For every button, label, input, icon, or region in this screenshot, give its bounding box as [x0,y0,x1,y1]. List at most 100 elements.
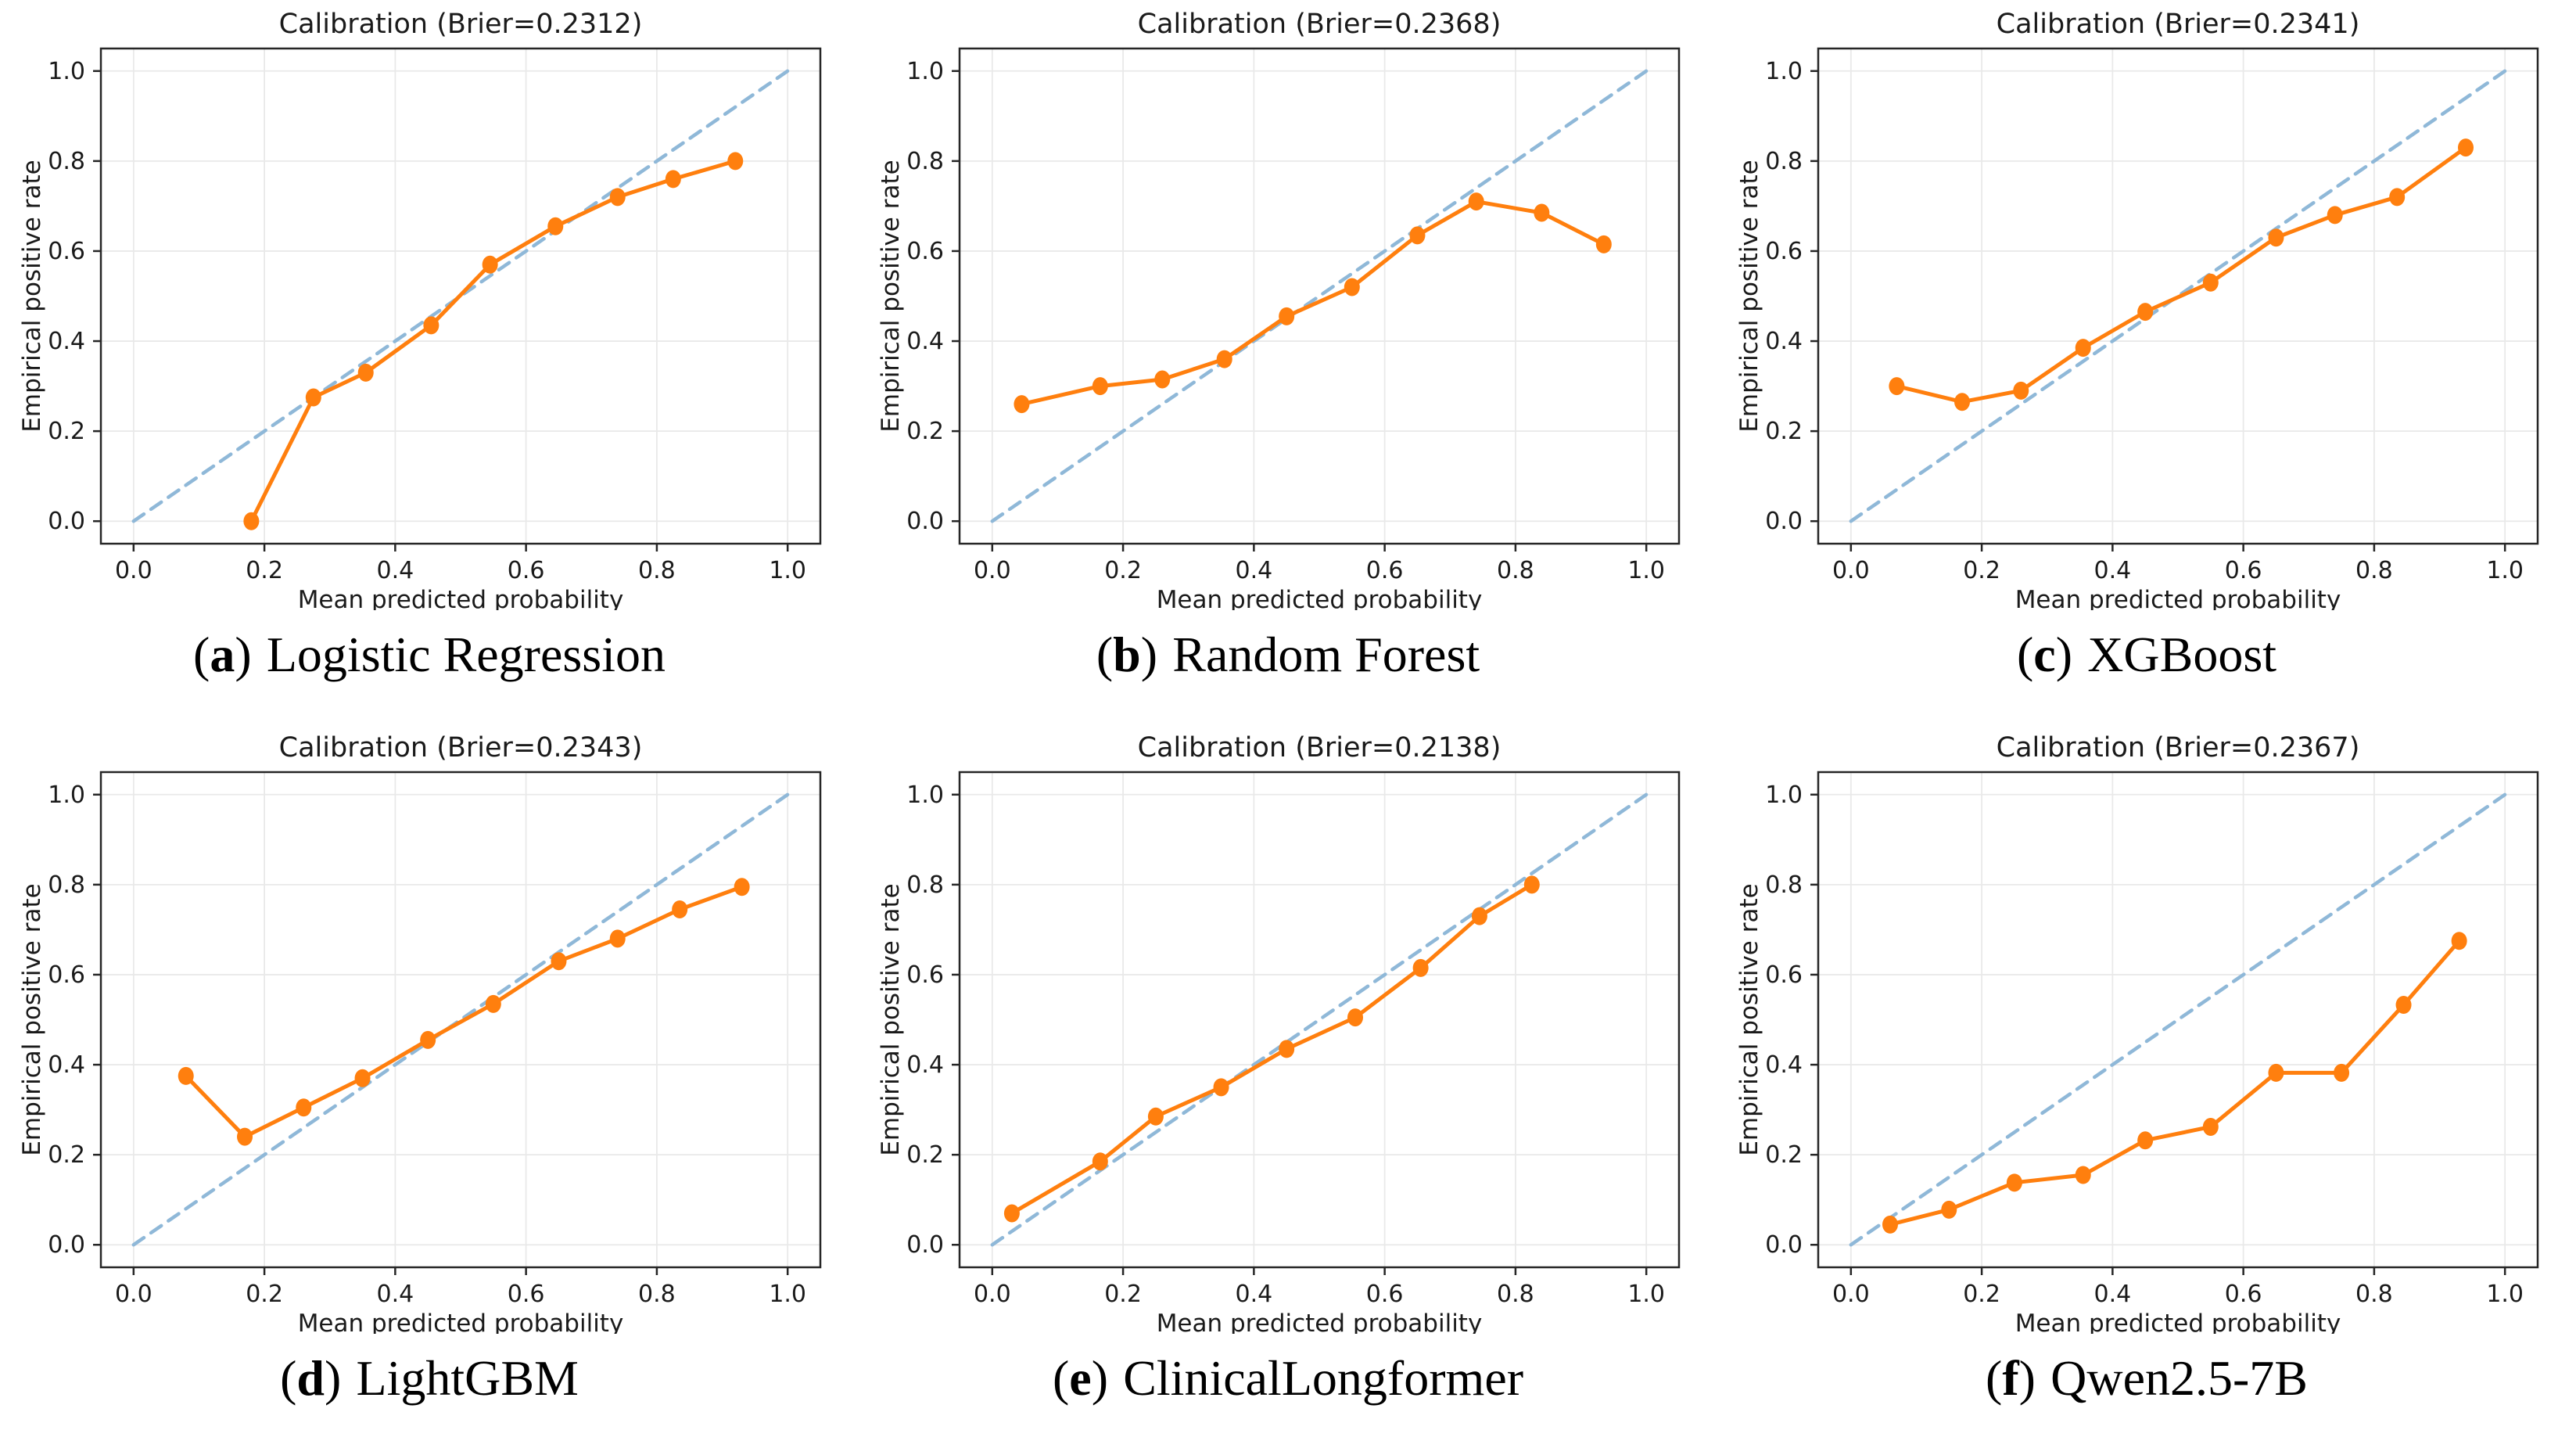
y-tick-label: 0.6 [906,238,944,265]
data-point [1534,203,1550,222]
calibration-curve [243,152,744,530]
axes-spines [99,47,822,545]
model-line [1894,146,2468,404]
x-tick-label: 0.6 [508,1281,545,1308]
x-tick-label: 0.0 [974,557,1011,584]
x-tick-label: 0.4 [1236,557,1273,584]
data-point [609,188,626,207]
data-point [2202,1117,2219,1136]
caption-model-name: XGBoost [2087,627,2277,682]
ideal-line [1849,792,2507,1247]
y-tick-label: 1.0 [1765,781,1803,809]
y-tick-label: 0.0 [1765,508,1803,535]
subfigure-caption-a: (a) Logistic Regression [0,610,859,682]
data-point [1523,875,1540,894]
caption-paren-close: ) [235,627,252,682]
data-point [1941,1200,1957,1219]
x-tick-label: 1.0 [1627,557,1665,584]
x-tick-label: 0.8 [1497,1281,1534,1308]
x-tick-label: 0.4 [2094,1281,2132,1308]
axes-spines [99,771,822,1269]
data-point [2458,138,2474,157]
x-tick-label: 0.2 [1963,1281,2000,1308]
x-tick-label: 0.4 [377,557,414,584]
y-tick-label: 0.6 [906,961,944,989]
data-point [551,952,567,971]
x-tick-label: 0.8 [638,1281,676,1308]
data-point [727,152,744,171]
x-tick-label: 1.0 [769,557,806,584]
caption-model-name: ClinicalLongformer [1123,1350,1524,1406]
calibration-curve [1882,932,2467,1234]
y-tick-label: 0.2 [906,1141,944,1169]
caption-letter: c [2033,627,2056,682]
y-tick-label: 1.0 [48,58,85,85]
panel-e: 0.0 0.0 0.2 0.2 0.4 0.4 0.6 0.6 0.8 0.8 1.0 1.0 Cali… [859,724,1717,1447]
axes-spines [1817,47,2539,545]
caption-letter: a [210,627,235,682]
ideal-diagonal [990,69,1649,523]
y-tick-label: 0.2 [48,418,85,445]
axis-ticks [93,70,789,552]
y-tick-label: 0.8 [48,871,85,899]
panel-a: 0.0 0.0 0.2 0.2 0.4 0.4 0.6 0.6 0.8 0.8 1.0 1.0 Cali… [0,0,859,724]
data-point [2202,273,2219,292]
y-tick-label: 0.8 [906,871,944,899]
y-axis-label: Empirical positive rate [18,883,46,1155]
data-point [485,994,501,1013]
x-tick-label: 0.6 [2225,557,2262,584]
ideal-line [990,792,1649,1247]
caption-paren-close: ) [324,1350,342,1406]
calibration-plot-f: 0.0 0.0 0.2 0.2 0.4 0.4 0.6 0.6 0.8 0.8 1.0 1.0 Cali… [1735,732,2539,1334]
ideal-diagonal [990,792,1649,1247]
data-point [1409,226,1426,245]
data-point [1092,377,1108,396]
y-tick-label: 0.4 [1765,328,1803,355]
caption-paren-open: ( [1096,627,1114,682]
axis-ticks [952,70,1648,552]
x-tick-label: 0.2 [1963,557,2000,584]
axis-tick-labels: 0.0 0.0 0.2 0.2 0.4 0.4 0.6 0.6 0.8 0.8 1.0 1.0 [906,781,1665,1308]
axis-ticks [952,793,1648,1275]
y-axis-label: Empirical positive rate [18,160,46,432]
data-point [243,512,260,530]
y-tick-label: 0.4 [48,1051,85,1079]
x-tick-label: 0.4 [2094,557,2132,584]
chart-title: Calibration (Brier=0.2138) [1138,732,1501,764]
x-axis-label: Mean predicted probability [2015,586,2341,610]
data-point [1092,1152,1108,1171]
subfigure-caption-b: (b) Random Forest [859,610,1717,682]
x-tick-label: 0.8 [2355,557,2393,584]
ideal-line [131,792,790,1247]
x-tick-label: 1.0 [2486,1281,2524,1308]
ideal-diagonal [1849,69,2507,523]
chart-title: Calibration (Brier=0.2368) [1138,9,1501,40]
y-tick-label: 0.6 [48,961,85,989]
data-point [1003,1204,1020,1223]
x-tick-label: 0.8 [1497,557,1534,584]
caption-paren-close: ) [2018,1350,2036,1406]
y-tick-label: 0.8 [1765,871,1803,899]
x-tick-label: 0.6 [1366,1281,1404,1308]
data-point [734,878,750,896]
x-axis-label: Mean predicted probability [298,1310,624,1334]
model-line [1010,882,1534,1216]
y-tick-label: 0.8 [906,148,944,175]
x-tick-label: 0.4 [1236,1281,1273,1308]
calibration-plot-b: 0.0 0.0 0.2 0.2 0.4 0.4 0.6 0.6 0.8 0.8 1.0 1.0 Cali… [877,9,1681,610]
caption-paren-open: ( [1052,1350,1070,1406]
y-axis-label: Empirical positive rate [877,883,905,1155]
caption-paren-close: ) [1140,627,1158,682]
y-tick-label: 0.0 [48,508,85,535]
x-tick-label: 0.2 [1104,1281,1142,1308]
panel-f: 0.0 0.0 0.2 0.2 0.4 0.4 0.6 0.6 0.8 0.8 1.0 1.0 Cali… [1717,724,2576,1447]
x-axis-label: Mean predicted probability [1157,586,1483,610]
data-point [2334,1063,2350,1082]
data-point [2268,228,2284,247]
panel-c: 0.0 0.0 0.2 0.2 0.4 0.4 0.6 0.6 0.8 0.8 1.0 1.0 Cali… [1717,0,2576,724]
caption-letter: f [2002,1350,2019,1406]
data-point [2395,996,2412,1015]
y-tick-label: 0.0 [48,1231,85,1259]
data-point [423,316,439,335]
data-point [354,1069,371,1087]
